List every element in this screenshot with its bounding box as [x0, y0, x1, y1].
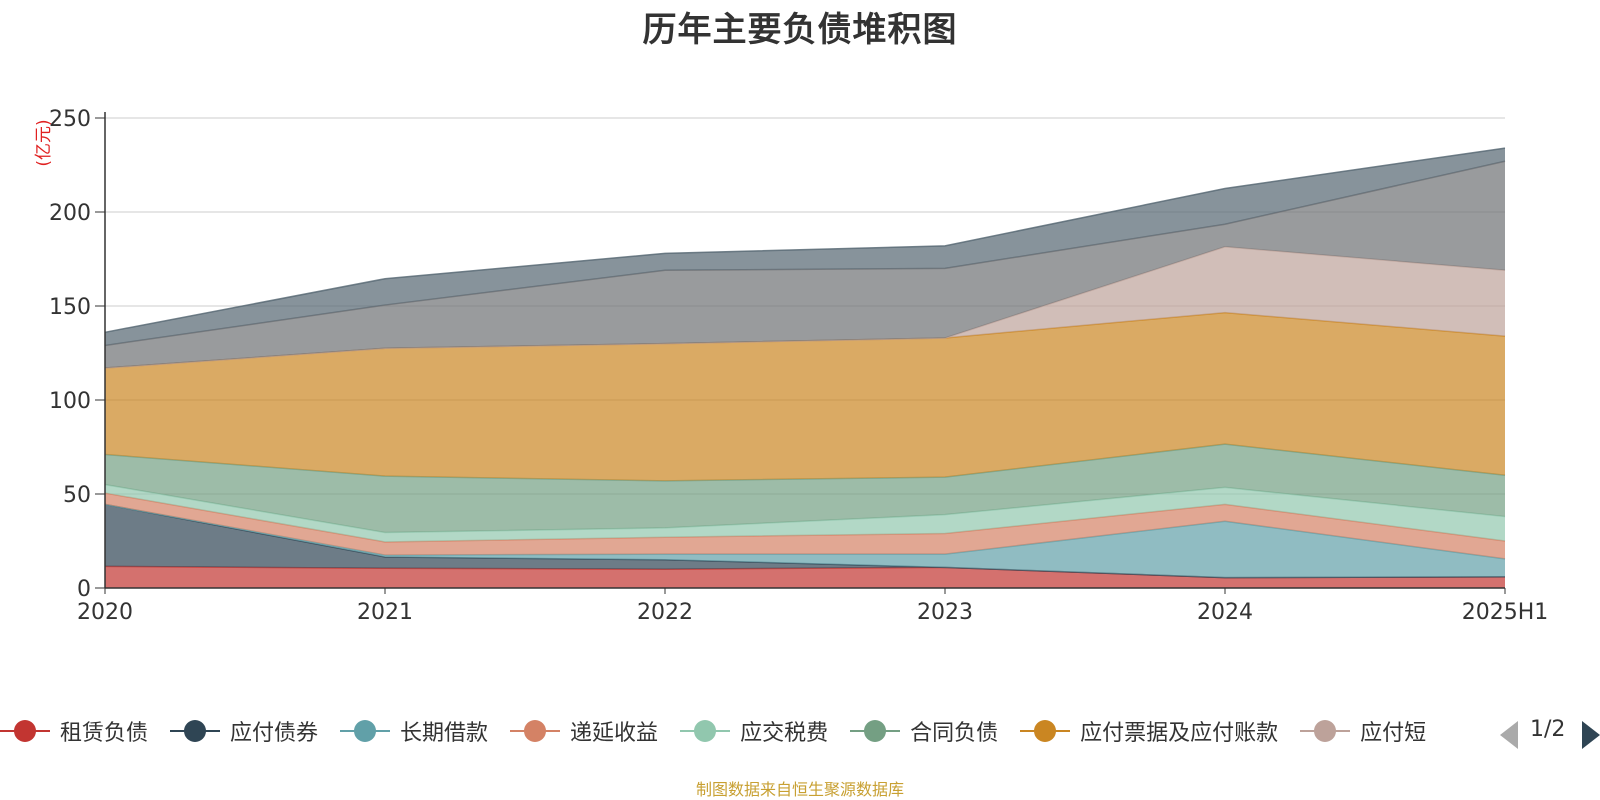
legend-item[interactable]: 递延收益 [510, 715, 658, 747]
legend-swatch [170, 719, 221, 743]
legend-label: 应付短 [1360, 721, 1427, 746]
y-tick-label: 0 [77, 577, 91, 602]
x-tick-label: 2022 [637, 600, 693, 625]
area-series-8 [105, 161, 1505, 369]
legend-item[interactable]: 应付票据及应付账款 [1020, 715, 1278, 747]
x-tick-label: 2025H1 [1462, 600, 1549, 625]
legend-swatch [680, 719, 731, 743]
axis-layer [95, 112, 1506, 594]
x-tick-label: 2024 [1197, 600, 1253, 625]
area-series-6 [105, 312, 1505, 481]
legend-label: 应付债券 [230, 721, 319, 746]
legend-item[interactable]: 应交税费 [680, 715, 828, 747]
legend-swatch [340, 719, 391, 743]
area-series-1 [105, 504, 1505, 578]
legend-prev-arrow-icon[interactable] [1500, 721, 1518, 749]
area-series-edge-9 [104, 147, 1506, 334]
legend-next-arrow-icon[interactable] [1582, 721, 1600, 749]
legend-label: 应付票据及应付账款 [1080, 721, 1279, 746]
legend-item[interactable]: 应付短 [1300, 715, 1426, 747]
chart-title: 历年主要负债堆积图 [642, 10, 958, 50]
legend-swatch [0, 719, 50, 743]
data-source-note: 制图数据来自恒生聚源数据库 [695, 780, 904, 799]
y-tick-label: 200 [49, 201, 91, 226]
legend-label: 应交税费 [740, 721, 829, 746]
area-layer [104, 147, 1506, 588]
y-tick-label: 250 [49, 107, 91, 132]
legend-swatch [1300, 719, 1351, 743]
y-tick-label: 150 [49, 295, 91, 320]
legend-page-indicator: 1/2 [1530, 717, 1566, 742]
legend-label: 合同负债 [910, 721, 999, 746]
legend-swatch [850, 719, 901, 743]
legend: 租赁负债 应付债券 长期借款 递延收益 应交税费 合同负债 应付票据及应付账款 应付短 [0, 715, 1490, 749]
area-series-5 [105, 444, 1505, 533]
legend-item[interactable]: 长期借款 [340, 715, 488, 747]
y-unit-label: (亿元) [34, 119, 54, 166]
x-tick-label: 2023 [917, 600, 973, 625]
area-series-2 [105, 504, 1505, 578]
legend-item[interactable]: 应付债券 [170, 715, 318, 747]
y-tick-label: 100 [49, 389, 91, 414]
area-series-9 [105, 148, 1505, 346]
area-series-3 [105, 493, 1505, 559]
area-series-0 [105, 566, 1505, 588]
area-series-7 [105, 246, 1505, 369]
legend-swatch [1020, 719, 1071, 743]
legend-swatch [510, 719, 561, 743]
x-tick-label: 2020 [77, 600, 133, 625]
legend-label: 长期借款 [400, 721, 489, 746]
y-tick-label: 50 [63, 483, 91, 508]
legend-label: 租赁负债 [60, 721, 149, 746]
legend-item[interactable]: 租赁负债 [0, 715, 148, 747]
legend-item[interactable]: 合同负债 [850, 715, 998, 747]
legend-label: 递延收益 [570, 721, 659, 746]
label-layer: 0 50 100 150 200 250 2020 2021 2022 2023 2024 2025H… [34, 107, 1548, 625]
legend-pager: 1/2 [1500, 717, 1600, 749]
area-series-4 [105, 484, 1505, 542]
x-tick-label: 2021 [357, 600, 413, 625]
